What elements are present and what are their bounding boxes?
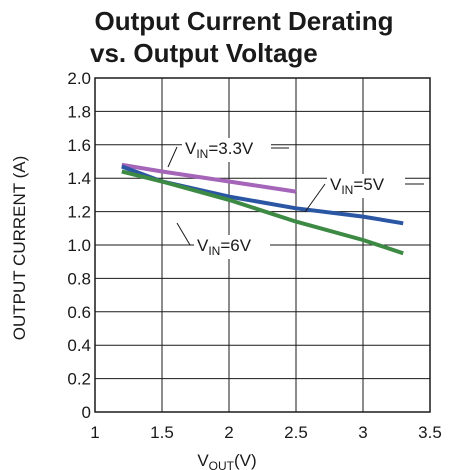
- x-tick-label: 3.5: [418, 423, 442, 442]
- x-tick-label: 3: [358, 423, 367, 442]
- label-background: [182, 138, 271, 162]
- y-tick-label: 1.8: [67, 102, 91, 121]
- x-tick-label: 1.5: [150, 423, 174, 442]
- y-tick-label: 0: [82, 403, 91, 422]
- y-tick-label: 1.2: [67, 203, 91, 222]
- series-label-0: VIN=3.3V: [185, 139, 254, 161]
- y-tick-label: 0.6: [67, 303, 91, 322]
- series-line-0: [121, 162, 297, 194]
- y-tick-label: 0.8: [67, 269, 91, 288]
- label-leader-line: [167, 146, 178, 168]
- y-tick-label: 1.6: [67, 136, 91, 155]
- series-label-1: VIN=5V: [330, 175, 385, 197]
- chart-title-line-1: Output Current Derating: [95, 6, 394, 36]
- label-background: [327, 174, 405, 198]
- y-tick-label: 1.0: [67, 236, 91, 255]
- y-tick-label: 2.0: [67, 69, 91, 88]
- series-label-2: VIN=6V: [197, 236, 252, 258]
- series-line-2: [121, 169, 404, 256]
- plot-frame: [94, 77, 431, 413]
- x-tick-label: 1: [90, 423, 99, 442]
- series-labels: VIN=3.3V VIN=5V VIN=6V: [167, 138, 424, 259]
- chart-title-line-2: vs. Output Voltage: [90, 38, 318, 68]
- label-background: [194, 235, 270, 259]
- y-tick-label: 0.2: [67, 370, 91, 389]
- x-axis-ticks: 1 1.5 2 2.5 3 3.5: [90, 423, 442, 442]
- label-leader-line: [176, 222, 191, 246]
- y-tick-label: 0.4: [67, 336, 91, 355]
- x-axis-label: VOUT(V): [197, 451, 256, 470]
- y-axis-ticks: 0 0.2 0.4 0.6 0.8 1.0 1.2 1.4 1.6 1.8 2.0: [67, 69, 91, 422]
- y-axis-label: OUTPUT CURRENT (A): [10, 156, 29, 341]
- y-tick-label: 1.4: [67, 169, 91, 188]
- series-lines: [121, 162, 404, 256]
- x-tick-label: 2.5: [284, 423, 308, 442]
- x-tick-label: 2: [224, 423, 233, 442]
- label-leader-line: [304, 183, 326, 213]
